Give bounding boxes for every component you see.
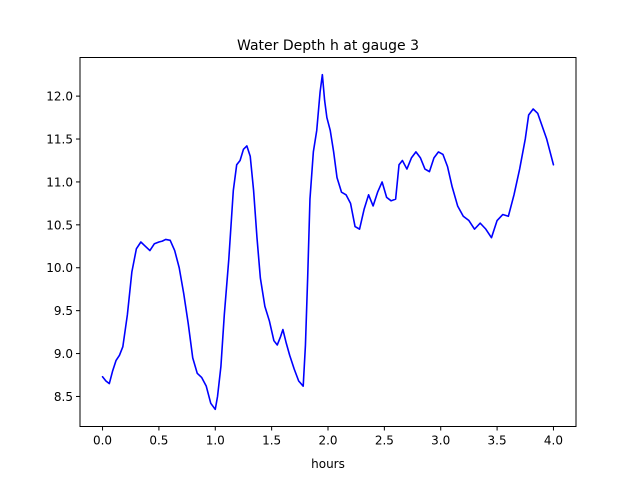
y-tick-label: 10.0 — [46, 261, 73, 275]
x-tick-label: 3.0 — [431, 434, 450, 448]
x-tick-label: 2.0 — [318, 434, 337, 448]
y-tick-label: 11.5 — [46, 133, 73, 147]
plot-area — [101, 73, 555, 411]
y-tick-label: 9.5 — [54, 304, 73, 318]
y-axis: 8.5 9.0 9.5 10.0 10.5 11.0 11.5 12.0 — [46, 90, 80, 404]
y-tick-label: 12.0 — [46, 90, 73, 104]
x-tick-label: 0.5 — [149, 434, 168, 448]
x-tick-label: 1.5 — [262, 434, 281, 448]
x-tick-label: 0.0 — [93, 434, 112, 448]
x-tick-label: 4.0 — [544, 434, 563, 448]
y-tick-label: 11.0 — [46, 175, 73, 189]
x-tick-label: 3.5 — [488, 434, 507, 448]
y-tick-label: 10.5 — [46, 218, 73, 232]
y-tick-label: 8.5 — [54, 390, 73, 404]
series-line-0 — [101, 73, 555, 411]
x-axis: 0.0 0.5 1.0 1.5 2.0 2.5 3.0 3.5 4.0 — [93, 426, 563, 448]
y-tick-label: 9.0 — [54, 347, 73, 361]
x-axis-label: hours — [311, 457, 345, 471]
x-tick-label: 2.5 — [375, 434, 394, 448]
chart-title: Water Depth h at gauge 3 — [237, 38, 419, 54]
x-tick-label: 1.0 — [206, 434, 225, 448]
